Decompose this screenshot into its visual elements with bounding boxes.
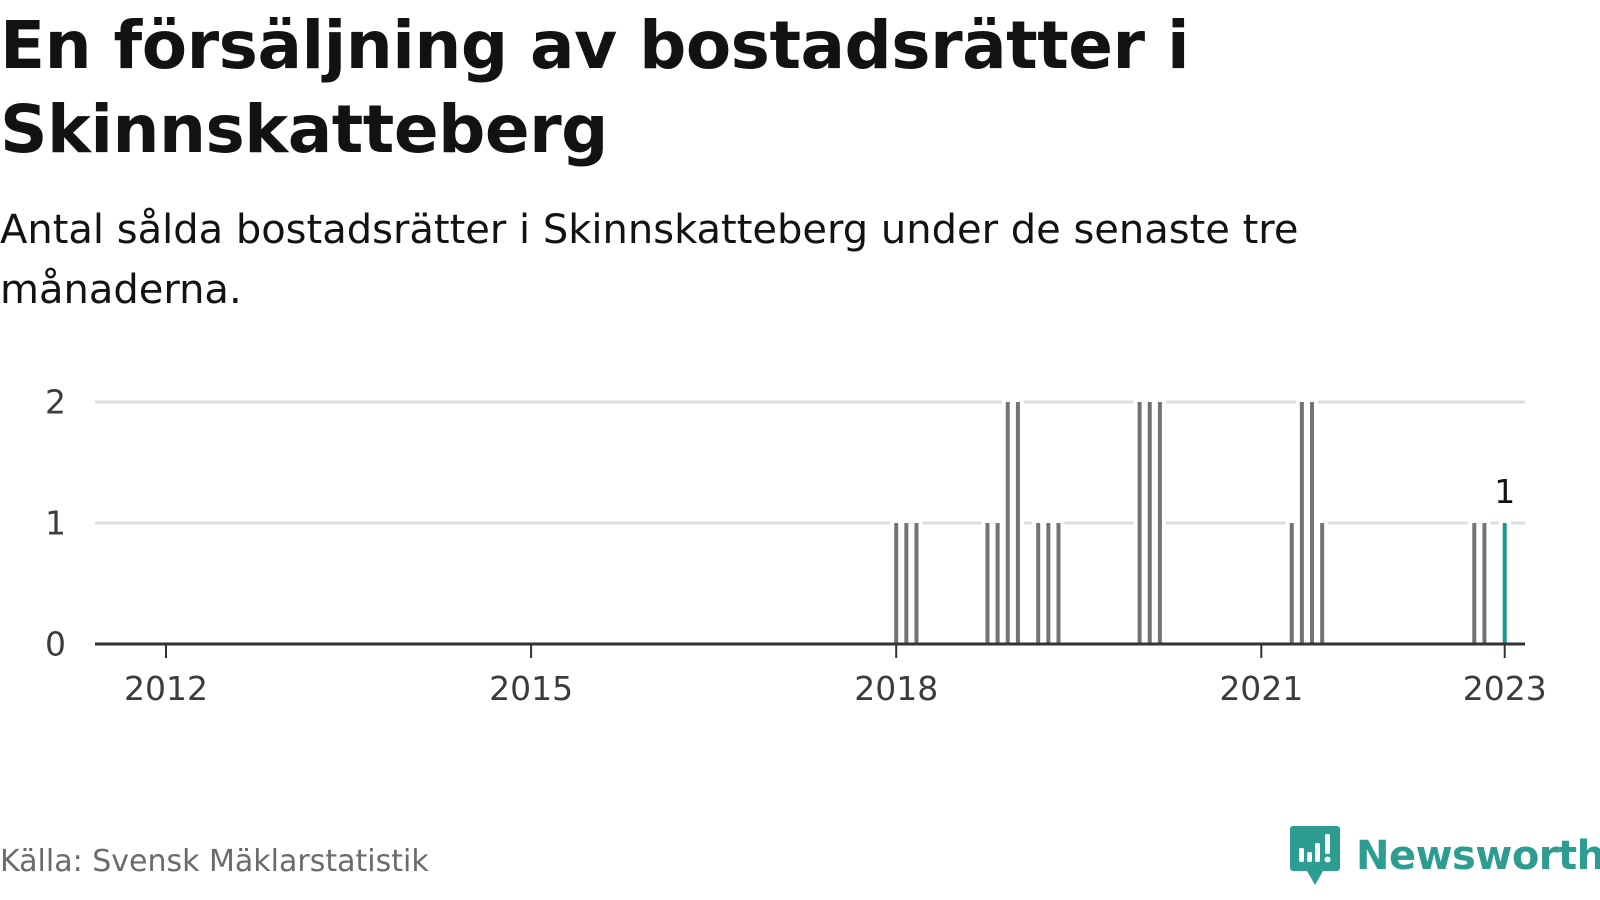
newsworthy-logo-icon: [1290, 826, 1340, 885]
bar: [1157, 402, 1162, 644]
bar: [1046, 523, 1051, 644]
bar: [914, 523, 919, 644]
bar: [995, 523, 1000, 644]
bar: [1056, 523, 1061, 644]
bar: [1036, 523, 1041, 644]
source-note: Källa: Svensk Mäklarstatistik: [0, 844, 429, 879]
brand-logo[interactable]: Newsworthy: [1290, 826, 1600, 886]
bar-highlight: [1502, 523, 1507, 644]
bars: [890, 400, 1511, 644]
bar: [1005, 402, 1010, 644]
bar: [1310, 402, 1315, 644]
chart-title: En försäljning av bostadsrätter i Skinns…: [0, 7, 1190, 168]
bar: [985, 523, 990, 644]
bar: [1289, 523, 1294, 644]
bar: [1472, 523, 1477, 644]
y-tick-label: 1: [45, 504, 66, 543]
y-tick-label: 0: [45, 625, 66, 664]
data-labels: 1: [1494, 472, 1515, 511]
x-tick-label: 2021: [1219, 669, 1303, 708]
bar: [1015, 402, 1020, 644]
bar: [1147, 402, 1152, 644]
x-tick-label: 2018: [854, 669, 938, 708]
bar: [1137, 402, 1142, 644]
x-axis: 2012 2015 2018 2021 2023: [95, 642, 1547, 708]
bar: [1482, 523, 1487, 644]
y-axis-labels: 0 1 2: [45, 383, 66, 664]
chart-subtitle: Antal sålda bostadsrätter i Skinnskatteb…: [0, 207, 1299, 313]
brand-name: Newsworthy: [1356, 833, 1600, 879]
y-tick-label: 2: [45, 383, 66, 422]
bar: [1320, 523, 1325, 644]
data-label: 1: [1494, 472, 1515, 511]
bar: [904, 523, 909, 644]
x-tick-label: 2015: [489, 669, 573, 708]
bar: [1299, 402, 1304, 644]
x-tick-label: 2023: [1463, 669, 1547, 708]
bar: [894, 523, 899, 644]
x-tick-label: 2012: [124, 669, 208, 708]
